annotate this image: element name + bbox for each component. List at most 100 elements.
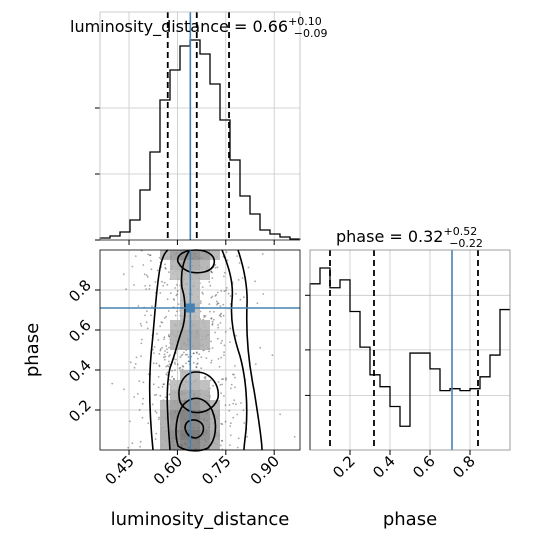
density-cell: [170, 330, 180, 340]
scatter-point: [142, 264, 145, 266]
scatter-point: [211, 277, 214, 279]
scatter-point: [210, 361, 213, 364]
scatter-point: [243, 422, 246, 424]
scatter-point: [144, 314, 146, 317]
scatter-point: [181, 353, 184, 356]
scatter-point: [212, 384, 215, 387]
scatter-point: [204, 376, 207, 378]
scatter-point: [141, 416, 144, 419]
scatter-point: [173, 378, 175, 380]
scatter-point: [222, 303, 225, 306]
scatter-point: [232, 373, 234, 376]
scatter-point: [223, 395, 225, 397]
scatter-point: [199, 310, 202, 313]
scatter-point: [166, 351, 169, 354]
scatter-point: [259, 346, 262, 349]
scatter-point: [237, 279, 240, 281]
scatter-point: [217, 326, 220, 329]
scatter-point: [234, 365, 236, 367]
scatter-point: [171, 375, 174, 378]
scatter-point: [129, 361, 132, 364]
scatter-point: [171, 369, 173, 372]
scatter-point: [225, 287, 228, 289]
scatter-point: [139, 322, 142, 325]
scatter-point: [220, 312, 223, 315]
scatter-point: [168, 271, 170, 273]
scatter-point: [203, 376, 206, 379]
contour-line-5: [178, 371, 220, 414]
density-cell: [170, 430, 180, 440]
scatter-point: [221, 339, 223, 342]
scatter-point: [202, 349, 205, 352]
scatter-point: [159, 348, 162, 350]
density-cell: [180, 290, 190, 300]
scatter-point: [183, 351, 185, 354]
scatter-point: [199, 300, 202, 302]
density-cell: [190, 430, 200, 440]
scatter-point: [222, 378, 225, 380]
scatter-point: [187, 360, 190, 363]
density-cell: [190, 250, 200, 260]
density-cell: [180, 250, 190, 260]
scatter-point: [159, 349, 162, 352]
density-cell: [190, 380, 200, 390]
scatter-point: [192, 361, 195, 364]
density-cell: [190, 290, 200, 300]
tick-label-luminosity-distance-0: 0.45: [102, 452, 138, 488]
density-cell: [200, 260, 210, 270]
scatter-point: [216, 337, 219, 340]
tick-label-phase-y-3: 0.8: [65, 276, 95, 306]
scatter-point: [158, 416, 161, 419]
scatter-point: [144, 285, 147, 287]
scatter-point: [182, 365, 185, 368]
scatter-point: [187, 356, 190, 358]
scatter-point: [148, 254, 151, 257]
scatter-point: [163, 338, 165, 341]
scatter-point: [217, 302, 220, 305]
scatter-point: [134, 255, 137, 257]
density-cell: [160, 400, 170, 410]
scatter-point: [236, 255, 239, 257]
density-cell: [180, 390, 190, 400]
scatter-point: [155, 432, 158, 435]
density-cell: [190, 400, 200, 410]
scatter-point: [165, 373, 168, 375]
scatter-point: [229, 422, 232, 425]
scatter-point: [161, 321, 164, 324]
density-cell: [170, 340, 180, 350]
scatter-point: [180, 354, 183, 357]
scatter-point: [203, 316, 206, 318]
scatter-point: [146, 327, 149, 330]
scatter-point: [174, 314, 177, 317]
scatter-point: [223, 290, 226, 293]
scatter-point: [211, 320, 214, 323]
scatter-point: [139, 440, 142, 443]
scatter-point: [214, 331, 217, 334]
scatter-point: [230, 383, 233, 386]
scatter-point: [174, 287, 177, 289]
scatter-point: [204, 315, 207, 317]
scatter-point: [166, 283, 169, 286]
scatter-point: [148, 284, 151, 287]
scatter-point: [160, 321, 163, 323]
scatter-point: [166, 298, 169, 301]
scatter-point: [293, 436, 296, 438]
xlabel-phase: phase: [383, 509, 437, 530]
tick-label-phase-x-3: 0.8: [449, 452, 479, 482]
density-cell: [200, 410, 210, 420]
density-cell: [200, 390, 210, 400]
scatter-point: [225, 377, 227, 380]
scatter-point: [209, 310, 211, 313]
scatter-point: [218, 365, 221, 368]
scatter-point: [156, 269, 159, 272]
scatter-point: [229, 295, 232, 297]
scatter-point: [214, 267, 217, 269]
scatter-point: [239, 298, 242, 301]
scatter-point: [229, 327, 232, 330]
scatter-point: [145, 288, 148, 290]
scatter-point: [140, 325, 143, 327]
scatter-point: [136, 392, 139, 395]
density-cell: [200, 420, 210, 430]
scatter-point: [138, 409, 141, 411]
